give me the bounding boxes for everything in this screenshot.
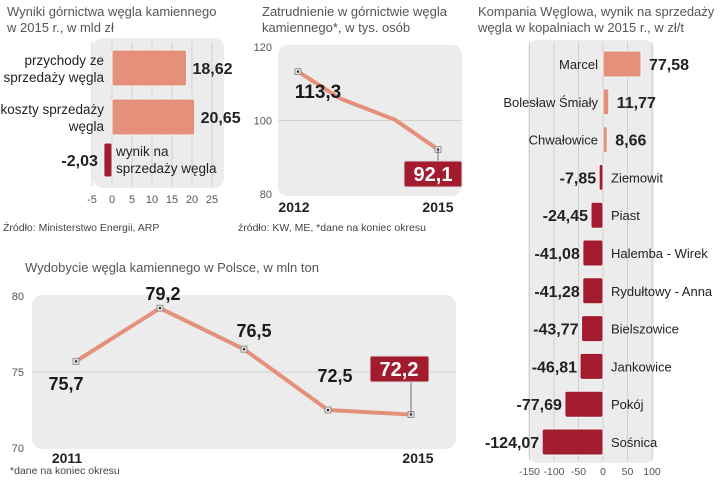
chart2-highlight-label: 92,1 bbox=[414, 164, 453, 186]
chart3-category-label: Bielszowice bbox=[611, 322, 679, 337]
chart3-xtick-label: 100 bbox=[643, 466, 661, 478]
chart4-data-point-center bbox=[243, 348, 245, 351]
chart3-category-label: Marcel bbox=[559, 57, 598, 72]
chart2-ytick-label: 100 bbox=[254, 116, 272, 128]
chart3-value-label: -24,45 bbox=[543, 208, 588, 225]
chart4-xtick-label: 2011 bbox=[52, 450, 83, 466]
chart2-data-point-center bbox=[297, 70, 299, 73]
chart3-value-label: -43,77 bbox=[533, 322, 578, 339]
chart1-category-label: sprzedaży węgla bbox=[116, 161, 217, 176]
chart1-category-label: sprzedaży węgla bbox=[3, 70, 104, 85]
chart3-value-label: 8,66 bbox=[615, 133, 646, 150]
chart2-series-line bbox=[296, 69, 440, 152]
chart3-bar bbox=[581, 315, 604, 343]
chart3-bar bbox=[602, 50, 642, 78]
chart4-point-label: 76,5 bbox=[236, 321, 271, 341]
chart2-title: Zatrudnienie w górnictwie węgla kamienne… bbox=[262, 4, 447, 35]
chart3-bar bbox=[564, 390, 604, 418]
chart3-category-label: Jankowice bbox=[611, 359, 672, 374]
chart3-value-label: 11,77 bbox=[617, 95, 656, 112]
chart1-xtick-label: 15 bbox=[166, 194, 178, 206]
chart3-bar bbox=[602, 88, 610, 116]
chart3-value-label: -41,08 bbox=[534, 246, 579, 263]
chart3-category-label: Pokój bbox=[611, 397, 644, 412]
chart2-ytick-label: 80 bbox=[260, 189, 272, 201]
chart4-source: *dane na koniec okresu bbox=[10, 465, 120, 477]
chart3-xtick-label: 0 bbox=[600, 466, 606, 478]
chart1-category-label: koszty sprzedaży bbox=[0, 102, 104, 117]
chart3-category-label: Ziemowit bbox=[611, 170, 663, 185]
chart1-xtick-label: 0 bbox=[109, 194, 115, 206]
chart3-value-label: -7,85 bbox=[560, 170, 597, 187]
chart3-value-label: -46,81 bbox=[532, 359, 577, 376]
chart2-xtick-label: 2015 bbox=[422, 199, 453, 215]
chart2-highlight-label-box bbox=[403, 160, 463, 188]
chart3-xtick-label: -150 bbox=[519, 466, 540, 478]
chart2-source: źródło: KW, ME, *dane na koniec okresu bbox=[238, 222, 426, 234]
chart1-bar bbox=[111, 49, 187, 87]
chart3-xtick-label: -100 bbox=[543, 466, 564, 478]
chart3-category-label: Piast bbox=[611, 208, 640, 223]
chart4-ytick-label: 80 bbox=[12, 291, 24, 303]
chart4-data-point-center bbox=[327, 409, 329, 411]
chart3-value-label: -77,69 bbox=[517, 397, 562, 414]
chart3-value-label: -124,07 bbox=[485, 435, 539, 452]
chart1-source: Źródło: Ministerstwo Energii, ARP bbox=[3, 222, 160, 234]
chart3-bar bbox=[598, 163, 604, 191]
chart1-category-label: wynik na bbox=[115, 144, 169, 159]
chart3-bar bbox=[579, 352, 604, 380]
chart3-category-label: Bolesław Śmiały bbox=[503, 95, 598, 110]
chart3-category-label: Chwałowice bbox=[529, 133, 598, 148]
chart3-title: Kompania Węglowa, wynik na sprzedaży węg… bbox=[478, 4, 715, 35]
chart4-ytick-label: 70 bbox=[12, 443, 24, 455]
chart4-point-label: 72,5 bbox=[317, 366, 352, 386]
chart1-bar bbox=[103, 142, 113, 178]
chart3-category-label: Sośnica bbox=[611, 435, 658, 450]
chart4-data-point-center bbox=[75, 360, 77, 363]
chart3-xtick-label: -50 bbox=[571, 466, 586, 478]
chart4-highlight-label-box bbox=[369, 355, 430, 383]
chart2-point-label: 113,3 bbox=[295, 82, 342, 103]
chart4-highlight-label: 72,2 bbox=[380, 359, 419, 381]
chart1-title: Wyniki górnictwa węgla kamiennego w 2015… bbox=[7, 4, 217, 35]
chart3-category-label: Rydułtowy - Anna bbox=[611, 284, 713, 299]
chart3-value-label: 77,58 bbox=[649, 57, 689, 74]
chart1-category-label: węgla bbox=[68, 119, 105, 134]
chart2-xtick-label: 2012 bbox=[278, 199, 309, 215]
chart3-bar bbox=[602, 126, 608, 154]
chart3-bar bbox=[582, 239, 604, 267]
chart1-bar bbox=[111, 98, 196, 136]
chart1-xtick-label: -5 bbox=[87, 194, 97, 206]
chart1-value-label: 20,65 bbox=[201, 110, 241, 127]
chart1-value-label: -2,03 bbox=[61, 153, 98, 170]
chart4-point-label: 79,2 bbox=[145, 284, 180, 304]
chart1-xtick-label: 20 bbox=[186, 194, 198, 206]
chart4-title: Wydobycie węgla kamiennego w Polsce, w m… bbox=[25, 260, 319, 275]
chart3-bar bbox=[590, 201, 604, 229]
chart1-xtick-label: 10 bbox=[146, 194, 158, 206]
chart3-category-label: Halemba - Wirek bbox=[611, 246, 708, 261]
chart1-category-label: przychody ze bbox=[24, 53, 104, 68]
chart1-xtick-label: 5 bbox=[129, 194, 135, 206]
chart4-point-label: 75,7 bbox=[48, 374, 83, 394]
chart4-data-point-center bbox=[159, 307, 161, 310]
chart1-xtick-label: 25 bbox=[206, 194, 218, 206]
chart3-bar bbox=[582, 277, 604, 305]
chart2-ytick-label: 120 bbox=[254, 42, 272, 54]
chart4-xtick-label: 2015 bbox=[402, 450, 433, 466]
chart4-ytick-label: 75 bbox=[12, 367, 24, 379]
chart3-bar bbox=[541, 428, 604, 456]
chart3-value-label: -41,28 bbox=[534, 284, 579, 301]
chart3-xtick-label: 50 bbox=[622, 466, 634, 478]
chart1-value-label: 18,62 bbox=[192, 61, 232, 78]
